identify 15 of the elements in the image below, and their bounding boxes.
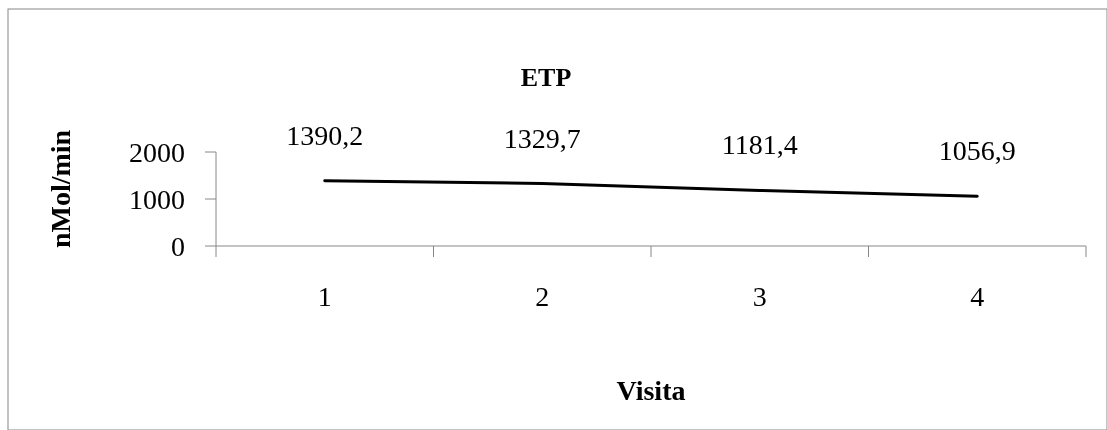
chart-title: ETP bbox=[520, 63, 572, 92]
y-tick-label: 2000 bbox=[129, 136, 185, 168]
x-tick-label: 3 bbox=[752, 281, 767, 312]
x-axis-title: Visita bbox=[616, 375, 686, 406]
data-label: 1056,9 bbox=[938, 135, 1016, 167]
data-label: 1329,7 bbox=[503, 122, 581, 154]
y-tick-label: 0 bbox=[171, 230, 185, 262]
x-tick-label: 4 bbox=[970, 281, 985, 312]
data-label: 1390,2 bbox=[286, 119, 364, 151]
y-axis-title: nMol/min bbox=[45, 129, 76, 249]
line-series bbox=[323, 179, 979, 198]
x-tick-label: 1 bbox=[317, 281, 332, 312]
y-tick-label: 1000 bbox=[129, 183, 185, 215]
x-tick-label: 2 bbox=[535, 281, 550, 312]
data-label: 1181,4 bbox=[721, 129, 798, 161]
